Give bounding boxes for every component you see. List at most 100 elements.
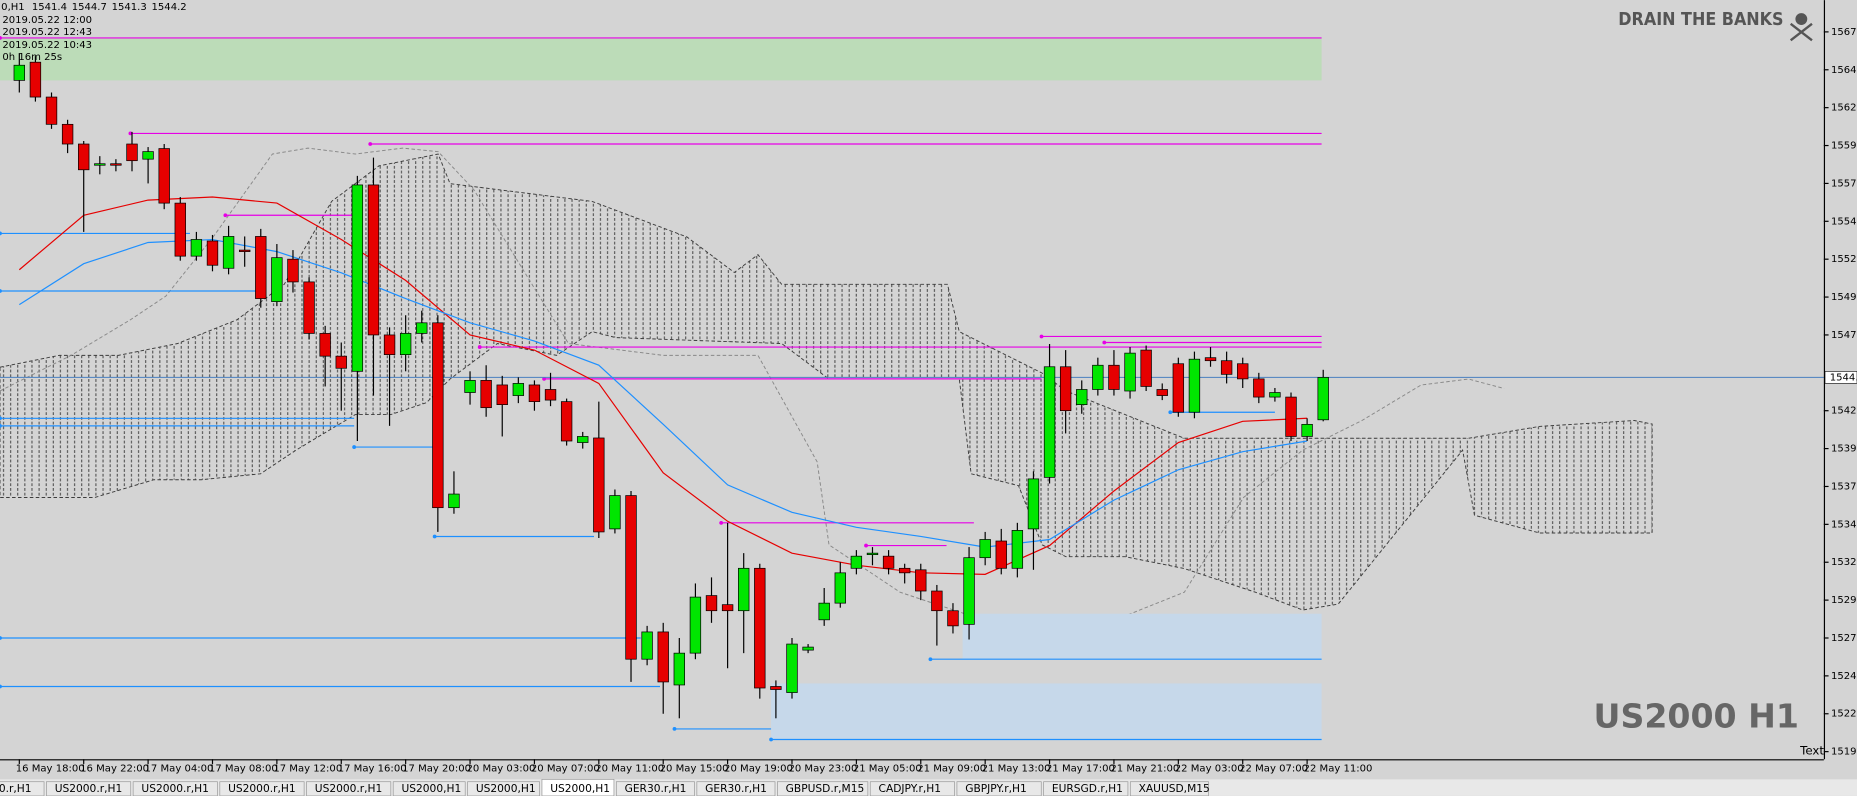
- moving-average: [18, 196, 1308, 575]
- candle-body: [1172, 363, 1185, 413]
- candle-body: [915, 569, 927, 592]
- candle-body: [496, 384, 508, 406]
- candle-body: [818, 602, 830, 621]
- time-label: 20 May 03:00: [466, 764, 535, 775]
- zone: [962, 613, 1322, 660]
- tab-label[interactable]: XAUUSD,M15: [1139, 782, 1210, 795]
- candle-body: [255, 236, 267, 299]
- time-label: 16 May 18:00: [16, 764, 85, 775]
- time-label: 17 May 16:00: [338, 764, 407, 775]
- candle-body: [1204, 357, 1217, 362]
- candle-body: [78, 143, 90, 171]
- candle-body: [158, 148, 170, 204]
- candle-body: [110, 163, 122, 166]
- tab-label[interactable]: US2000,H1: [550, 782, 610, 795]
- time-label: 20 May 07:00: [531, 764, 600, 775]
- price-label: 1524.5: [1831, 671, 1857, 682]
- candle-body: [1237, 363, 1249, 380]
- price-label: 1559.5: [1831, 141, 1857, 152]
- header-line: 2019.05.22 10:43: [2, 40, 92, 51]
- price-label: 1547.0: [1831, 330, 1857, 341]
- candle-body: [641, 631, 653, 660]
- candle-body: [335, 355, 347, 369]
- tab-label[interactable]: US2000,H1: [401, 782, 461, 795]
- level-anchor: [0, 636, 2, 640]
- header-value: 1541.3: [112, 2, 147, 13]
- tab-label[interactable]: GBPUSD.r,M15: [786, 782, 865, 795]
- candle-body: [625, 495, 637, 660]
- chart-tab[interactable]: EURSGD.r,H1: [1043, 781, 1129, 796]
- level-anchor: [0, 684, 2, 689]
- candle-body: [367, 184, 380, 336]
- chart-tab[interactable]: US2000.r,H1: [306, 781, 392, 796]
- level-anchor: [928, 657, 933, 662]
- candle-body: [464, 380, 476, 393]
- chart-tab[interactable]: XAUUSD,M15: [1129, 781, 1210, 796]
- tab-label[interactable]: EURSGD.r,H1: [1052, 782, 1123, 795]
- chart-tab[interactable]: GBPUSD.r,M15: [777, 781, 869, 796]
- tab-label[interactable]: US2000.r,H1: [55, 782, 123, 795]
- level-anchor: [769, 737, 773, 742]
- level-anchor: [477, 345, 482, 349]
- candle-body: [850, 555, 863, 569]
- time-label: 22 May 11:00: [1304, 764, 1373, 775]
- level-anchor: [672, 727, 677, 731]
- chart-tab[interactable]: US2000.r,H1: [132, 781, 218, 796]
- candle-body: [1076, 389, 1088, 406]
- time-label: 20 May 23:00: [788, 764, 857, 775]
- tab-strip: 0.r,H1 US2000.r,H1 US2000.r,H1 US2000.r,H1 U…: [0, 778, 1210, 796]
- candle-body: [190, 239, 203, 257]
- chart-tab[interactable]: GER30.r,H1: [615, 781, 695, 796]
- level-anchor: [368, 142, 373, 146]
- candle-body: [1059, 366, 1072, 412]
- price-label: 1519.5: [1831, 747, 1857, 758]
- time-label: 22 May 03:00: [1175, 764, 1244, 775]
- chart-tab[interactable]: 0.r,H1: [0, 781, 45, 796]
- candle-body: [995, 540, 1007, 569]
- chart-tab[interactable]: CADJPY.r,H1: [869, 781, 955, 796]
- tab-label[interactable]: CADJPY.r,H1: [879, 782, 941, 795]
- time-label: 20 May 15:00: [660, 764, 729, 775]
- chart-tab[interactable]: US2000.r,H1: [219, 781, 305, 796]
- candle-body: [1188, 358, 1201, 413]
- candle-body: [351, 184, 364, 372]
- candle-body: [94, 163, 106, 166]
- tab-label[interactable]: US2000,H1: [476, 782, 536, 795]
- tool-label: Text: [1799, 743, 1824, 757]
- level-anchor: [1168, 410, 1173, 415]
- candle-body: [1253, 378, 1265, 398]
- candle-body: [770, 686, 782, 690]
- tab-label[interactable]: US2000.r,H1: [141, 782, 209, 795]
- candle-body: [834, 572, 846, 604]
- skull-icon: [1789, 13, 1813, 42]
- price-label: 1532.0: [1831, 557, 1857, 568]
- price-label: 1564.5: [1831, 65, 1857, 76]
- candle-body: [528, 384, 541, 402]
- level-anchor: [223, 213, 228, 218]
- candle-body: [560, 401, 573, 442]
- chart-tab[interactable]: US2000.r,H1: [46, 781, 132, 796]
- chart-tab[interactable]: GER30.r,H1: [696, 781, 776, 796]
- price-label: 1554.5: [1831, 216, 1857, 227]
- current-price-box: [1824, 371, 1857, 384]
- plot-area: [0, 36, 1824, 742]
- chart-tab[interactable]: US2000,H1: [541, 778, 615, 796]
- tab-label[interactable]: US2000.r,H1: [228, 782, 296, 795]
- candle-body: [786, 643, 798, 693]
- tab-label[interactable]: US2000.r,H1: [315, 782, 383, 795]
- tab-label[interactable]: GER30.r,H1: [625, 782, 687, 795]
- time-label: 21 May 21:00: [1110, 764, 1179, 775]
- chart-tab[interactable]: GBPJPY.r,H1: [956, 781, 1042, 796]
- level-anchor: [0, 289, 2, 293]
- tab-label[interactable]: GER30.r,H1: [705, 782, 767, 795]
- price-label: 1567.0: [1831, 27, 1857, 38]
- time-label: 17 May 12:00: [273, 764, 342, 775]
- price-label: 1542.0: [1831, 406, 1857, 417]
- tab-label[interactable]: 0.r,H1: [0, 782, 32, 795]
- price-label: 1549.5: [1831, 292, 1857, 303]
- candle-body: [1027, 478, 1040, 530]
- tab-label[interactable]: GBPJPY.r,H1: [965, 782, 1027, 795]
- chart-tab[interactable]: US2000,H1: [392, 781, 466, 796]
- brand-label: DRAIN THE BANKS: [1618, 10, 1783, 30]
- chart-tab[interactable]: US2000,H1: [467, 781, 540, 796]
